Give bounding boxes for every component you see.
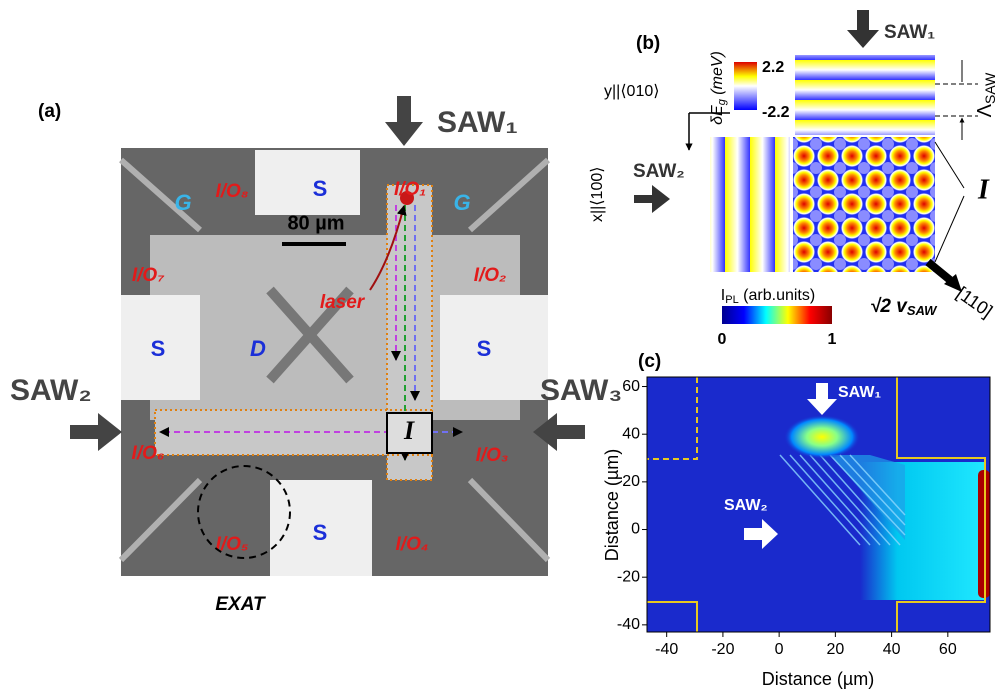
colorbar-max: 2.2: [762, 59, 784, 76]
saw-arrow: [634, 185, 670, 213]
x-tick-label: -40: [655, 641, 678, 658]
colorbar: [722, 306, 832, 324]
pad-label: S: [313, 176, 328, 201]
velocity-sub: SAW: [907, 303, 938, 318]
saw-label: SAW₁: [884, 22, 935, 43]
intersection-label: I: [403, 416, 415, 445]
laser-label: laser: [320, 292, 366, 313]
saw-label: SAW₂: [724, 497, 768, 514]
saw2-field: [710, 137, 790, 272]
panel-label: (a): [38, 101, 61, 122]
colorbar-title: IPL (arb.units): [721, 287, 815, 306]
exat-label: EXAT: [215, 594, 266, 615]
saw-arrow: [385, 96, 423, 146]
drain-label: D: [250, 336, 266, 361]
pointer-lines: [935, 142, 964, 262]
title-part: (arb.units): [739, 287, 815, 304]
io-label: I/O₆: [132, 443, 165, 464]
velocity-main: √2 v: [870, 296, 908, 317]
io-label: I/O₇: [132, 265, 165, 286]
saw-label: SAW₃: [540, 374, 622, 407]
y-tick-label: 40: [622, 425, 640, 442]
saw1-field: [795, 55, 935, 135]
colorbar-min: 0: [718, 331, 727, 348]
colorbar: [734, 62, 757, 110]
x-tick-label: 40: [883, 641, 901, 658]
panel-b: (b) SAW₁ SAW₂ 2.2 -2.2 δEg (meV) y||⟨010…: [589, 10, 997, 321]
pl-spot: [784, 415, 860, 459]
lambda: Λ: [974, 103, 996, 117]
panel-label: (c): [638, 351, 661, 372]
gate-label: G: [174, 190, 191, 215]
saw-label: SAW₁: [437, 106, 518, 139]
colorbar-max: 1: [828, 331, 837, 348]
superposition-field: [793, 137, 935, 272]
wavelength-lines: [935, 84, 978, 116]
io-label: I/O₂: [474, 265, 507, 286]
velocity-label: √2 vSAW: [870, 296, 938, 318]
panel-c: IPL (arb.units) 0 1 (c) SAW₁ SAW₂ Distan…: [602, 287, 990, 689]
saw-arrow: [847, 10, 879, 48]
colorbar-min: -2.2: [762, 104, 790, 121]
x-tick-label: 20: [826, 641, 844, 658]
intersection-label: I: [977, 174, 990, 205]
x-tick-label: 60: [939, 641, 957, 658]
title-part: (meV): [709, 51, 726, 99]
y-tick-label: -20: [617, 568, 640, 585]
wavelength-label: ΛSAW: [974, 72, 997, 118]
pad-label: S: [313, 520, 328, 545]
y-axis-label: Distance (µm): [602, 449, 622, 561]
panel-a: (a) I 80 µm laser S S S S D G G I/O₁ I/O…: [10, 96, 622, 615]
io-label: I/O₃: [476, 445, 509, 466]
colorbar-title: δEg (meV): [709, 51, 728, 125]
gate-label: G: [453, 190, 470, 215]
saw-arrow: [70, 413, 122, 451]
scale-label: 80 µm: [287, 212, 344, 234]
saw-label: SAW₂: [10, 374, 92, 407]
pad-label: S: [151, 336, 166, 361]
io-label: I/O₄: [396, 534, 429, 555]
lambda-sub: SAW: [982, 72, 998, 104]
y-tick-label: 0: [631, 521, 640, 538]
io-label: I/O₈: [215, 181, 248, 202]
axis-label: y||⟨010⟩: [604, 83, 660, 100]
pad-label: S: [477, 336, 492, 361]
x-tick-label: -20: [711, 641, 734, 658]
io-label: I/O₁: [394, 179, 426, 200]
figure: (a) I 80 µm laser S S S S D G G I/O₁ I/O…: [0, 0, 1004, 694]
y-tick-label: -40: [617, 616, 640, 633]
saw-label: SAW₂: [633, 161, 685, 182]
x-tick-label: 0: [775, 641, 784, 658]
x-axis-label: Distance (µm): [762, 669, 874, 689]
title-sub: PL: [725, 294, 738, 306]
saw-label: SAW₁: [838, 384, 881, 401]
direction-label: [110]: [953, 283, 996, 322]
panel-label: (b): [636, 33, 660, 54]
axis-label: x||⟨100⟩: [589, 167, 606, 223]
title-part: δE: [709, 105, 726, 125]
y-tick-label: 60: [622, 378, 640, 395]
y-tick-label: 20: [622, 473, 640, 490]
